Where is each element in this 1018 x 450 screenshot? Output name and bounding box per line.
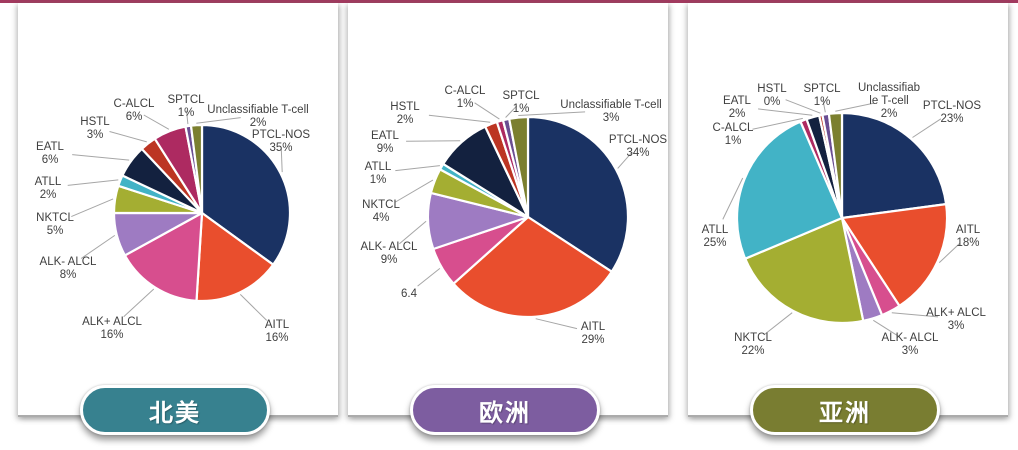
slice-label: ATLL 1% [365, 161, 392, 186]
label-leader-line [67, 179, 119, 186]
slice-label: Unclassifiable T-cell 3% [560, 99, 661, 124]
label-leader-line [835, 102, 875, 112]
region-button-asia[interactable]: 亚洲 [750, 385, 940, 435]
label-leader-line [763, 312, 793, 336]
label-leader-line [822, 99, 826, 113]
pie-chart-asia: PTCL-NOS 23% AITL 18% ALK+ ALCL 3%ALK- ALCL 3%… [702, 82, 987, 357]
label-leader-line [196, 117, 241, 124]
label-leader-line [518, 111, 586, 116]
pie-chart-europe: PTCL-NOS 34% AITL 29% 6.4 ALK- ALCL 9% NKTCL 4% A… [361, 85, 668, 346]
slice-label: AITL 29% [581, 321, 606, 346]
label-leader-line [406, 140, 461, 142]
pie-slice-AITL [840, 203, 949, 307]
pie-slice-NKTCL [744, 216, 865, 324]
label-leader-line [428, 114, 491, 123]
label-leader-line [186, 110, 189, 125]
slice-label: ATLL 25% [702, 224, 729, 249]
slice-label: ALK- ALCL 9% [361, 241, 418, 266]
chart-card-europe: PTCL-NOS 34% AITL 29% 6.4 ALK- ALCL 9% NKTCL 4% A… [348, 3, 668, 435]
label-leader-line [71, 198, 114, 218]
slice-label: HSTL 3% [80, 116, 110, 141]
slice-label: C-ALCL 1% [713, 122, 755, 147]
pie-slice-ATLL [735, 120, 844, 260]
slice-label: ALK+ ALCL 16% [82, 316, 142, 341]
slice-label: C-ALCL 1% [445, 85, 487, 110]
slice-label: EATL 6% [36, 141, 65, 166]
chart-card-asia: PTCL-NOS 23% AITL 18% ALK+ ALCL 3% ALK- ALCL 3%… [688, 3, 1008, 435]
pie-slice-AITL [452, 215, 613, 319]
slice-label: SPTCL 1% [167, 94, 205, 119]
label-leader-line [239, 294, 268, 321]
pie-chart-north-america: PTCL-NOS 35% AITL 16% ALK+ ALCL 16% ALK- ALCL 8… [35, 94, 311, 344]
pie-slice-AITL [195, 211, 275, 303]
label-leader-line [72, 154, 130, 161]
label-leader-line [722, 177, 744, 220]
slice-label: EATL 2% [723, 95, 752, 120]
label-leader-line [617, 151, 633, 169]
pie-slice-Unclassifiable-T-cell [508, 115, 530, 219]
label-leader-line [912, 118, 942, 138]
region-button-label: 北美 [149, 399, 201, 427]
slice-label: AITL 16% [265, 319, 290, 344]
label-leader-line [395, 165, 440, 172]
slice-label: HSTL 2% [390, 101, 420, 126]
region-button-label: 亚洲 [819, 399, 871, 427]
label-leader-line [785, 99, 821, 114]
slice-label: SPTCL 1% [803, 83, 841, 108]
label-leader-line [399, 220, 427, 245]
label-leader-line [535, 318, 578, 330]
label-leader-line [758, 108, 813, 116]
label-leader-line [474, 102, 500, 120]
slice-label: ATLL 2% [35, 176, 62, 201]
slice-label: NKTCL 4% [362, 199, 400, 224]
slice-label: SPTCL 1% [502, 90, 540, 115]
slice-label: 6.4 [401, 288, 418, 300]
pie-slice-ALK+-ALCL [123, 211, 204, 302]
slice-label: HSTL 0% [757, 83, 787, 108]
slice-label: EATL 9% [371, 130, 400, 155]
slice-label: AITL 18% [956, 224, 981, 249]
top-accent-bar [0, 0, 1018, 3]
slice-label: ALK+ ALCL 3% [926, 307, 986, 332]
label-leader-line [109, 131, 147, 143]
slice-label: PTCL-NOS 35% [252, 129, 310, 154]
slice-label: PTCL-NOS 23% [923, 100, 981, 125]
slice-label: NKTCL 22% [734, 332, 772, 357]
region-button-label: 欧洲 [479, 399, 531, 427]
pie-slice-PTCL-NOS [840, 111, 948, 220]
slice-label: ALK- ALCL 3% [882, 332, 939, 357]
chart-card-north-america: PTCL-NOS 35% AITL 16% ALK+ ALCL 16% ALK- ALCL 8… [18, 3, 338, 435]
label-leader-line [752, 117, 803, 130]
region-button-north-america[interactable]: 北美 [80, 385, 270, 435]
label-leader-line [891, 312, 939, 318]
label-leader-line [417, 268, 441, 287]
pie-slice-PTCL-NOS [200, 123, 292, 266]
slice-label: NKTCL 5% [36, 212, 74, 237]
pie-slice-Unclassifiable-T-cell [827, 111, 844, 220]
label-leader-line [80, 234, 116, 259]
label-leader-line [143, 114, 170, 130]
label-leader-line [505, 105, 518, 118]
slice-label: ALK- ALCL 8% [40, 256, 97, 281]
label-leader-line [280, 149, 283, 173]
label-leader-line [395, 179, 434, 203]
region-button-europe[interactable]: 欧洲 [410, 385, 600, 435]
slice-label: PTCL-NOS 34% [609, 134, 667, 159]
slice-label: C-ALCL 6% [114, 98, 156, 123]
pie-slice-Unclassifiable-T-cell [189, 123, 204, 215]
label-leader-line [938, 242, 961, 263]
label-leader-line [123, 288, 155, 318]
label-leader-line [873, 319, 900, 338]
